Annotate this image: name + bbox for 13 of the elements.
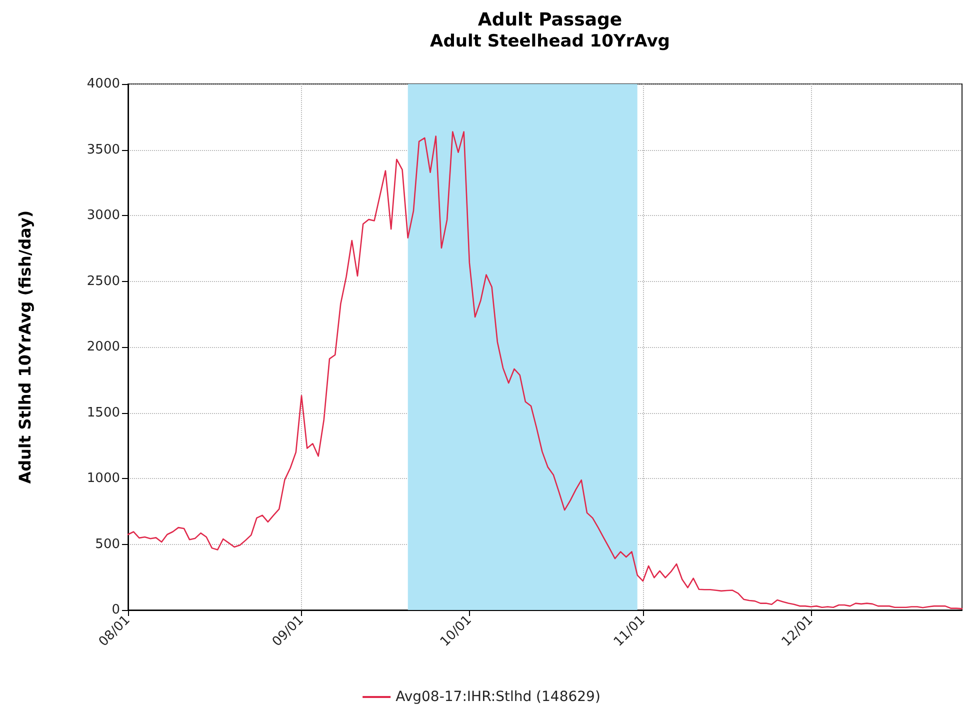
y-tick-label: 0 — [112, 602, 120, 618]
legend-label: Avg08-17:IHR:Stlhd (148629) — [396, 689, 600, 705]
y-tick-label: 2500 — [86, 274, 120, 289]
y-axis-title: Adult Stlhd 10YrAvg (fish/day) — [16, 210, 34, 484]
y-tick-label: 3000 — [86, 208, 120, 223]
y-tick-label: 1000 — [86, 471, 120, 486]
y-tick-label: 2000 — [86, 340, 120, 354]
chart-subtitle: Adult Steelhead 10YrAvg — [430, 32, 670, 52]
y-tick-label: 4000 — [86, 76, 120, 92]
y-tick-label: 500 — [95, 536, 120, 552]
chart-title: Adult Passage — [478, 10, 622, 30]
y-tick-label: 3500 — [86, 142, 120, 158]
y-tick-label: 1500 — [86, 405, 120, 420]
